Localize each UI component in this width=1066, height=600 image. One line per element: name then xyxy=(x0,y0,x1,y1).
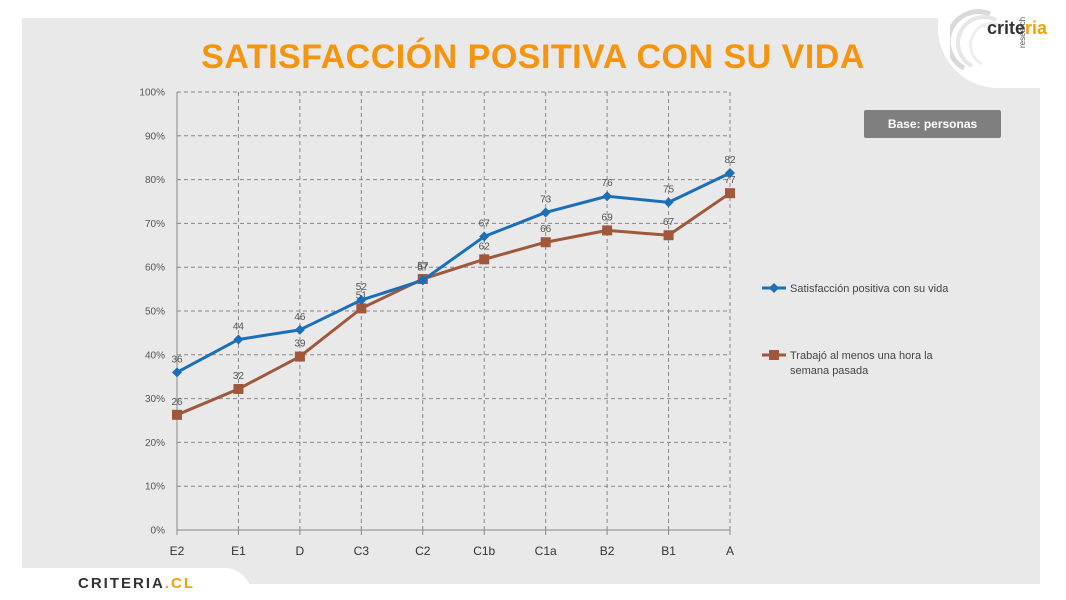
data-label-series-1: 46 xyxy=(294,312,306,323)
data-point-series-1 xyxy=(233,334,244,345)
footer-logo-main: CRITERIA xyxy=(78,575,165,592)
data-point-series-1 xyxy=(417,275,428,286)
data-label-series-2: 67 xyxy=(663,217,675,228)
x-tick-label: C2 xyxy=(415,544,431,558)
data-point-series-2 xyxy=(663,230,674,241)
logo-text-accent: ria xyxy=(1025,18,1048,38)
x-tick-label: C1a xyxy=(535,544,557,558)
y-tick-label: 20% xyxy=(145,438,165,449)
base-badge: Base: personas xyxy=(864,110,1001,138)
y-tick-label: 80% xyxy=(145,175,165,186)
x-tick-label: B1 xyxy=(661,544,676,558)
data-point-series-2 xyxy=(725,188,735,199)
data-label-series-2: 77 xyxy=(724,175,736,186)
data-label-series-2: 57 xyxy=(417,261,429,272)
data-point-series-2 xyxy=(233,383,244,394)
data-label-series-2: 62 xyxy=(479,241,491,252)
y-tick-label: 0% xyxy=(151,526,166,537)
y-tick-label: 100% xyxy=(139,88,165,99)
footer-logo-accent: .CL xyxy=(164,575,196,592)
data-point-series-2 xyxy=(356,303,367,314)
data-label-series-1: 76 xyxy=(602,178,614,189)
legend-label-1: Satisfacción positiva con su vida xyxy=(790,283,949,295)
footer-logo: CRITERIA.CL xyxy=(78,575,195,592)
data-label-series-2: 26 xyxy=(171,397,183,408)
x-tick-label: A xyxy=(726,544,734,558)
x-tick-label: B2 xyxy=(600,544,615,558)
legend-label-line: semana pasada xyxy=(790,365,869,377)
data-label-series-1: 67 xyxy=(479,219,491,230)
data-point-series-2 xyxy=(479,254,490,265)
data-label-series-2: 32 xyxy=(233,371,245,382)
data-point-series-1 xyxy=(540,207,551,218)
data-label-series-1: 44 xyxy=(233,321,245,332)
data-point-series-1 xyxy=(172,367,182,378)
brand-logo: criteria xyxy=(987,18,1047,39)
data-point-series-2 xyxy=(294,351,305,362)
y-tick-label: 60% xyxy=(145,263,165,274)
y-tick-label: 10% xyxy=(145,482,165,493)
logo-text-main: crite xyxy=(987,18,1026,38)
y-tick-label: 70% xyxy=(145,219,165,230)
x-tick-label: C1b xyxy=(473,544,495,558)
data-label-series-1: 52 xyxy=(356,282,368,293)
data-point-series-1 xyxy=(663,197,674,208)
data-label-series-1: 73 xyxy=(540,194,552,205)
legend-label-line: Satisfacción positiva con su vida xyxy=(790,283,949,295)
data-point-series-2 xyxy=(602,225,613,236)
data-label-series-2: 69 xyxy=(602,212,614,223)
data-label-series-1: 57 xyxy=(417,262,429,273)
logo-arcs-icon xyxy=(950,9,1003,71)
legend-marker-square xyxy=(769,350,779,360)
data-point-series-1 xyxy=(725,168,735,179)
data-point-series-2 xyxy=(172,409,182,420)
y-tick-label: 90% xyxy=(145,131,165,142)
x-tick-label: C3 xyxy=(354,544,370,558)
data-label-series-2: 66 xyxy=(540,224,552,235)
x-tick-label: D xyxy=(296,544,305,558)
data-point-series-1 xyxy=(294,324,305,335)
data-point-series-1 xyxy=(479,231,490,242)
x-tick-label: E2 xyxy=(170,544,185,558)
data-label-series-1: 36 xyxy=(171,354,183,365)
y-tick-label: 40% xyxy=(145,350,165,361)
data-point-series-1 xyxy=(356,295,367,306)
data-point-series-2 xyxy=(540,237,551,248)
legend-label-line: Trabajó al menos una hora la xyxy=(790,350,934,362)
y-tick-label: 30% xyxy=(145,394,165,405)
data-label-series-1: 82 xyxy=(724,155,736,166)
y-tick-label: 50% xyxy=(145,307,165,318)
chart-title: SATISFACCIÓN POSITIVA CON SU VIDA xyxy=(201,38,865,76)
footer-strip xyxy=(0,568,252,600)
data-label-series-2: 39 xyxy=(294,339,306,350)
legend-marker-diamond xyxy=(769,283,779,293)
data-point-series-1 xyxy=(602,191,613,202)
x-tick-label: E1 xyxy=(231,544,246,558)
legend-label-2: Trabajó al menos una hora la semana pasad… xyxy=(790,350,934,377)
series-line-1 xyxy=(176,171,731,374)
series-line-2 xyxy=(176,191,731,417)
data-label-series-1: 75 xyxy=(663,184,675,195)
